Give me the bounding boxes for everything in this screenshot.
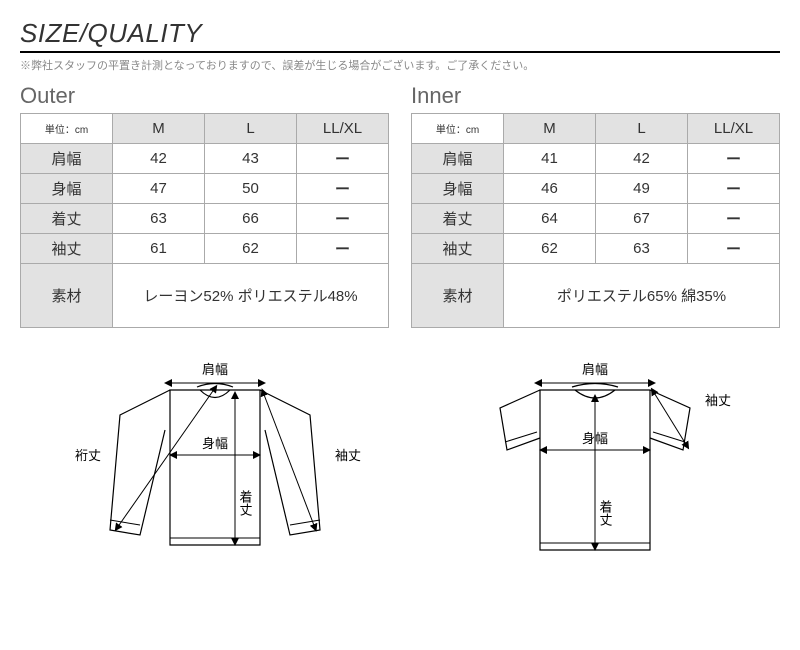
table-row: 着丈 63 66 ー — [21, 204, 389, 234]
row-label: 着丈 — [21, 204, 113, 234]
cell: ー — [297, 204, 389, 234]
size-header: LL/XL — [297, 114, 389, 144]
cell: 62 — [205, 234, 297, 264]
cell: 67 — [596, 204, 688, 234]
cell: ー — [688, 204, 780, 234]
unit-cell: 単位：cm — [21, 114, 113, 144]
cell: ー — [297, 234, 389, 264]
inner-table: 単位：cm M L LL/XL 肩幅 41 42 ー 身幅 46 49 ー 着丈… — [411, 113, 780, 328]
table-row: 袖丈 61 62 ー — [21, 234, 389, 264]
cell: 62 — [504, 234, 596, 264]
row-label: 肩幅 — [21, 144, 113, 174]
cell: ー — [297, 144, 389, 174]
cell: 50 — [205, 174, 297, 204]
yuki-label: 裄丈 — [75, 448, 101, 463]
sleeve-label: 袖丈 — [705, 393, 731, 408]
inner-title: Inner — [411, 83, 780, 109]
material-label: 素材 — [21, 264, 113, 328]
cell: 42 — [113, 144, 205, 174]
cell: 66 — [205, 204, 297, 234]
table-row: 着丈 64 67 ー — [412, 204, 780, 234]
cell: 43 — [205, 144, 297, 174]
outer-block: Outer 単位：cm M L LL/XL 肩幅 42 43 ー 身幅 47 5… — [20, 83, 389, 328]
long-sleeve-diagram: 肩幅 身幅 着丈 袖丈 裄丈 — [35, 350, 395, 580]
size-header: L — [205, 114, 297, 144]
measurement-diagrams: 肩幅 身幅 着丈 袖丈 裄丈 — [20, 350, 780, 580]
row-label: 肩幅 — [412, 144, 504, 174]
cell: 42 — [596, 144, 688, 174]
material-row: 素材 ポリエステル65% 綿35% — [412, 264, 780, 328]
table-header-row: 単位：cm M L LL/XL — [21, 114, 389, 144]
shoulder-label: 肩幅 — [582, 362, 608, 377]
cell: 46 — [504, 174, 596, 204]
cell: 41 — [504, 144, 596, 174]
cell: 61 — [113, 234, 205, 264]
chest-label: 身幅 — [202, 436, 228, 451]
cell: ー — [688, 144, 780, 174]
cell: 64 — [504, 204, 596, 234]
cell: ー — [688, 234, 780, 264]
sleeve-label: 袖丈 — [335, 448, 361, 463]
material-label: 素材 — [412, 264, 504, 328]
row-label: 身幅 — [21, 174, 113, 204]
table-row: 袖丈 62 63 ー — [412, 234, 780, 264]
outer-title: Outer — [20, 83, 389, 109]
row-label: 着丈 — [412, 204, 504, 234]
table-row: 身幅 47 50 ー — [21, 174, 389, 204]
short-sleeve-diagram: 肩幅 身幅 着丈 袖丈 — [425, 350, 765, 580]
table-row: 肩幅 41 42 ー — [412, 144, 780, 174]
cell: 63 — [596, 234, 688, 264]
measurement-note: ※弊社スタッフの平置き計測となっておりますので、誤差が生じる場合がございます。ご… — [20, 57, 780, 73]
inner-block: Inner 単位：cm M L LL/XL 肩幅 41 42 ー 身幅 46 4… — [411, 83, 780, 328]
table-header-row: 単位：cm M L LL/XL — [412, 114, 780, 144]
cell: ー — [297, 174, 389, 204]
row-label: 身幅 — [412, 174, 504, 204]
length-label-text: 着丈 — [598, 499, 613, 526]
table-row: 身幅 46 49 ー — [412, 174, 780, 204]
page-title: SIZE/QUALITY — [20, 18, 780, 53]
material-value: レーヨン52% ポリエステル48% — [113, 264, 389, 328]
cell: 47 — [113, 174, 205, 204]
length-label-text: 着丈 — [238, 489, 253, 516]
material-value: ポリエステル65% 綿35% — [504, 264, 780, 328]
size-header: M — [113, 114, 205, 144]
row-label: 袖丈 — [412, 234, 504, 264]
cell: ー — [688, 174, 780, 204]
row-label: 袖丈 — [21, 234, 113, 264]
cell: 49 — [596, 174, 688, 204]
material-row: 素材 レーヨン52% ポリエステル48% — [21, 264, 389, 328]
cell: 63 — [113, 204, 205, 234]
outer-table: 単位：cm M L LL/XL 肩幅 42 43 ー 身幅 47 50 ー 着丈… — [20, 113, 389, 328]
size-header: L — [596, 114, 688, 144]
size-tables: Outer 単位：cm M L LL/XL 肩幅 42 43 ー 身幅 47 5… — [20, 83, 780, 328]
table-row: 肩幅 42 43 ー — [21, 144, 389, 174]
size-header: M — [504, 114, 596, 144]
unit-cell: 単位：cm — [412, 114, 504, 144]
shoulder-label: 肩幅 — [202, 362, 228, 377]
size-header: LL/XL — [688, 114, 780, 144]
